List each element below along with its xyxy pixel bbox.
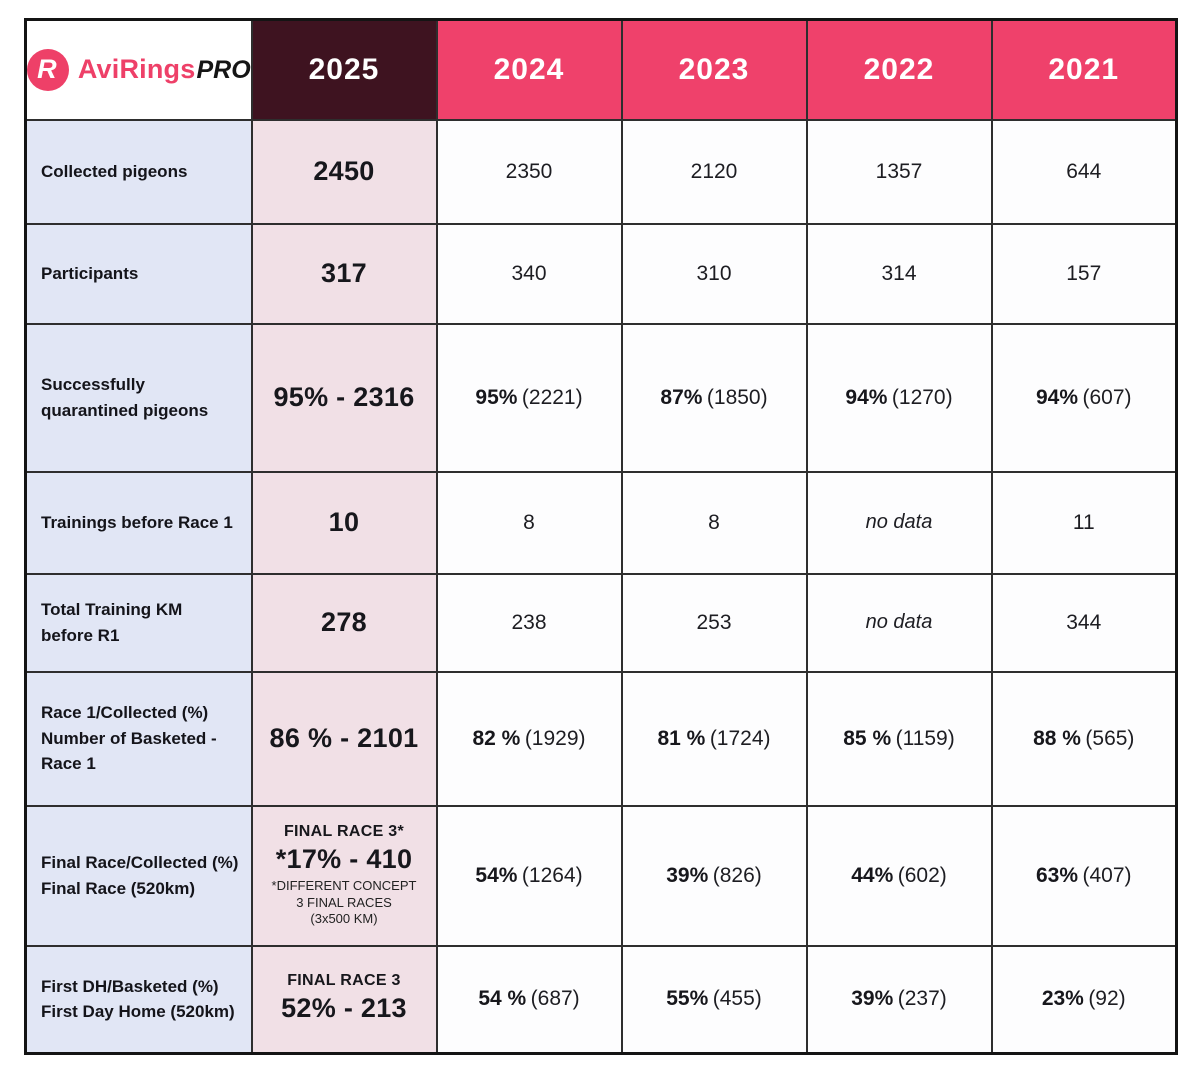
cell-2024-row5: 238: [435, 572, 623, 673]
cell-2022-row8: 39% (237): [805, 944, 993, 1055]
brand-cell: R AviRingsPRO: [24, 18, 253, 121]
cell-2024-row6: 82 % (1929): [435, 670, 623, 807]
cell-2021-row6: 88 % (565): [990, 670, 1178, 807]
cell-2022-row1: 1357: [805, 118, 993, 225]
row-label: Successfully quarantined pigeons: [24, 322, 253, 473]
cell-2022-row5: no data: [805, 572, 993, 673]
cell-2023-row4: 8: [620, 470, 808, 575]
cell-2025-row1: 2450: [250, 118, 438, 225]
brand-name: AviRings: [77, 54, 196, 85]
cell-2022-row3: 94% (1270): [805, 322, 993, 473]
cell-2025-row7: FINAL RACE 3* *17% - 410 *DIFFERENT CONCEP…: [250, 804, 438, 947]
cell-2024-row2: 340: [435, 222, 623, 325]
cell-2023-row6: 81 % (1724): [620, 670, 808, 807]
brand-text: AviRingsPRO: [78, 54, 251, 85]
cell-2021-row4: 11: [990, 470, 1178, 575]
header-row: R AviRingsPRO 2025 2024 2023 2022 2021: [24, 18, 1178, 121]
cell-2022-row2: 314: [805, 222, 993, 325]
logo-letter: R: [37, 54, 57, 85]
cell-2023-row1: 2120: [620, 118, 808, 225]
row-label: Total Training KM before R1: [24, 572, 253, 673]
table-row: Participants 317 340 310 314 157: [24, 222, 1178, 325]
table-row: Collected pigeons 2450 2350 2120 1357 644: [24, 118, 1178, 225]
cell-2024-row7: 54% (1264): [435, 804, 623, 947]
cell-2023-row2: 310: [620, 222, 808, 325]
cell-2021-row8: 23% (92): [990, 944, 1178, 1055]
cell-2022-row4: no data: [805, 470, 993, 575]
cell-2024-row1: 2350: [435, 118, 623, 225]
cell-2023-row3: 87% (1850): [620, 322, 808, 473]
cell-2024-row3: 95% (2221): [435, 322, 623, 473]
row-label: Race 1/Collected (%) Number of Basketed …: [24, 670, 253, 807]
table-body: Collected pigeons 2450 2350 2120 1357 644 Part…: [24, 118, 1178, 1055]
cell-2025-row2: 317: [250, 222, 438, 325]
cell-2024-row4: 8: [435, 470, 623, 575]
year-header-2023: 2023: [620, 18, 808, 121]
row-label: Participants: [24, 222, 253, 325]
row-label: Collected pigeons: [24, 118, 253, 225]
table-row: Final Race/Collected (%) Final Race (520…: [24, 804, 1178, 947]
year-header-2021: 2021: [990, 18, 1178, 121]
brand-lockup: R AviRingsPRO: [26, 48, 251, 91]
year-header-2025: 2025: [250, 18, 438, 121]
row-label: Final Race/Collected (%) Final Race (520…: [24, 804, 253, 947]
cell-2021-row1: 644: [990, 118, 1178, 225]
cell-2025-row4: 10: [250, 470, 438, 575]
table-row: Race 1/Collected (%) Number of Basketed …: [24, 670, 1178, 807]
cell-2022-row6: 85 % (1159): [805, 670, 993, 807]
avirings-logo-icon: R: [26, 48, 69, 91]
cell-2021-row2: 157: [990, 222, 1178, 325]
cell-2025-row8: FINAL RACE 3 52% - 213: [250, 944, 438, 1055]
cell-2024-row8: 54 % (687): [435, 944, 623, 1055]
cell-2023-row5: 253: [620, 572, 808, 673]
row-label: First DH/Basketed (%) First Day Home (52…: [24, 944, 253, 1055]
table-row: Trainings before Race 1 10 8 8 no data 11: [24, 470, 1178, 575]
year-comparison-table: R AviRingsPRO 2025 2024 2023 2022 2021 Colle…: [24, 18, 1178, 1055]
cell-2025-row6: 86 % - 2101: [250, 670, 438, 807]
year-header-2022: 2022: [805, 18, 993, 121]
cell-2021-row3: 94% (607): [990, 322, 1178, 473]
cell-2025-row5: 278: [250, 572, 438, 673]
cell-2023-row7: 39% (826): [620, 804, 808, 947]
table-row: Total Training KM before R1 278 238 253 no d…: [24, 572, 1178, 673]
row-label: Trainings before Race 1: [24, 470, 253, 575]
cell-2022-row7: 44% (602): [805, 804, 993, 947]
cell-2025-row3: 95% - 2316: [250, 322, 438, 473]
table-row: First DH/Basketed (%) First Day Home (52…: [24, 944, 1178, 1055]
cell-2023-row8: 55% (455): [620, 944, 808, 1055]
brand-suffix: PRO: [196, 56, 251, 85]
cell-2021-row7: 63% (407): [990, 804, 1178, 947]
year-header-2024: 2024: [435, 18, 623, 121]
table-row: Successfully quarantined pigeons 95% - 23…: [24, 322, 1178, 473]
cell-2021-row5: 344: [990, 572, 1178, 673]
